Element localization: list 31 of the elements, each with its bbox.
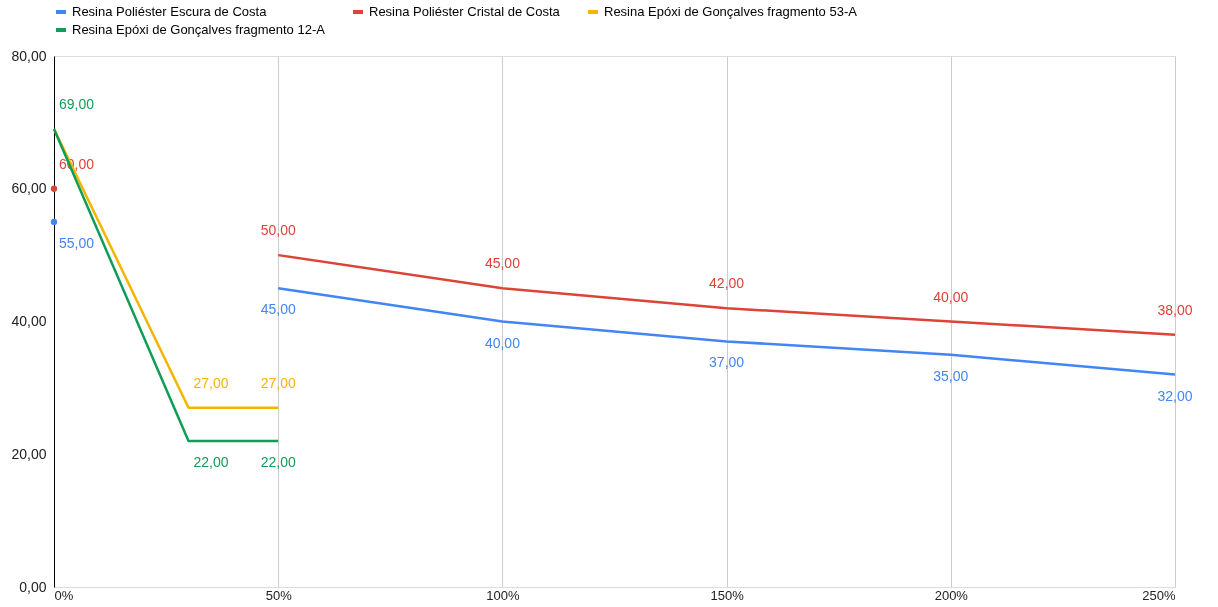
data-label: 40,00 <box>484 334 521 351</box>
data-label: 45,00 <box>260 301 296 318</box>
data-label: 69,00 <box>59 96 95 113</box>
data-label: 37,00 <box>709 354 745 371</box>
data-label: 32,00 <box>1157 387 1193 404</box>
data-label: 27,00 <box>193 374 229 391</box>
x-tick-label: 100% <box>486 587 520 603</box>
data-label: 40,00 <box>933 288 969 305</box>
x-tick-label: 200% <box>934 587 969 603</box>
y-tick-label: 80,00 <box>11 47 47 64</box>
y-tick-label: 40,00 <box>11 313 47 329</box>
data-label: 50,00 <box>260 222 296 239</box>
y-tick-label: 20,00 <box>11 445 47 462</box>
legend-label: Resina Epóxi de Gonçalves fragmento 12-A <box>72 22 326 37</box>
y-tick-label: 0,00 <box>19 578 47 595</box>
y-tick-label: 60,00 <box>11 180 47 197</box>
x-tick-label: 250% <box>1142 587 1176 603</box>
data-label: 55,00 <box>59 234 95 251</box>
data-label: 22,00 <box>260 453 296 470</box>
data-label: 42,00 <box>709 275 745 292</box>
legend-label: Resina Poliéster Escura de Costa <box>72 4 268 19</box>
data-label: 38,00 <box>1157 301 1193 318</box>
data-label: 27,00 <box>260 374 296 391</box>
x-tick-label: 0% <box>54 587 74 603</box>
legend-label: Resina Poliéster Cristal de Costa <box>369 4 561 19</box>
x-tick-label: 50% <box>265 587 293 603</box>
data-label: 22,00 <box>193 453 229 470</box>
legend-label: Resina Epóxi de Gonçalves fragmento 53-A <box>604 4 858 19</box>
data-label: 35,00 <box>933 367 969 384</box>
data-label: 45,00 <box>484 255 521 272</box>
x-tick-label: 150% <box>710 587 745 603</box>
